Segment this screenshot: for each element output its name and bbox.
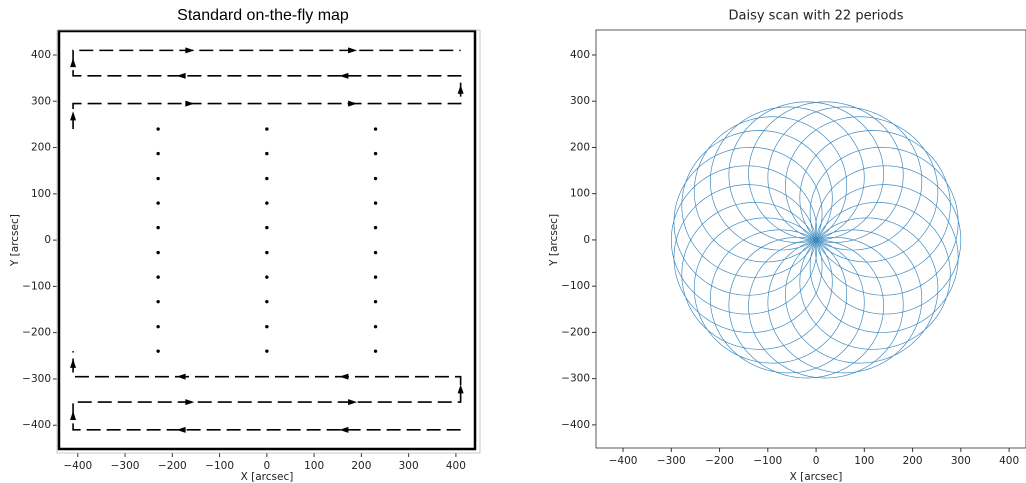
pointing-dot — [373, 127, 378, 131]
chart-title: Standard on-the-fly map — [177, 7, 349, 24]
y-tick-label: −100 — [22, 280, 51, 292]
pointing-dot — [373, 151, 378, 156]
x-tick-label: −100 — [205, 460, 234, 472]
x-tick-label: 400 — [999, 455, 1019, 467]
pointing-dot — [156, 201, 160, 205]
arrow-head — [348, 399, 358, 406]
y-axis-label: Y [arcsec] — [548, 214, 560, 267]
x-tick-label: 0 — [264, 460, 271, 472]
y-tick-label: −200 — [22, 327, 51, 339]
scan-path — [72, 351, 462, 431]
y-axis-label: Y [arcsec] — [9, 214, 21, 267]
arrow-head — [339, 72, 349, 79]
x-tick-label: 200 — [351, 460, 371, 472]
arrow-head — [348, 47, 358, 54]
x-tick-label: 200 — [903, 455, 923, 467]
pointing-dot — [265, 275, 269, 279]
pointing-dot — [156, 299, 160, 304]
x-axis-label: X [arcsec] — [790, 471, 843, 483]
x-tick-label: 300 — [951, 455, 971, 467]
pointing-dot — [265, 151, 269, 156]
x-tick-label: 400 — [446, 460, 466, 472]
pointing-dot — [373, 176, 378, 181]
daisy-curve — [670, 101, 962, 379]
y-tick-label: −300 — [22, 373, 51, 385]
pointing-dot — [265, 324, 269, 329]
arrow-head — [348, 100, 358, 107]
x-tick-label: −100 — [753, 455, 782, 467]
pointing-dot — [373, 324, 378, 329]
pointing-dot — [265, 201, 269, 205]
axes-frame — [56, 29, 481, 454]
pointing-dot — [265, 349, 269, 353]
y-tick-label: −400 — [22, 419, 51, 431]
x-tick-label: −300 — [111, 460, 140, 472]
x-tick-label: −300 — [657, 455, 686, 467]
pointing-dot — [373, 201, 378, 205]
scan-path — [72, 49, 462, 130]
pointing-dot — [373, 349, 378, 353]
y-tick-label: 200 — [570, 141, 590, 153]
pointing-dot — [265, 176, 269, 181]
y-tick-label: 300 — [570, 95, 590, 107]
y-tick-label: 100 — [31, 188, 51, 200]
pointing-dot — [373, 299, 378, 304]
arrow-head — [70, 410, 77, 420]
arrow-head — [176, 72, 186, 79]
pointing-dot — [156, 250, 160, 255]
y-tick-label: 0 — [44, 234, 51, 246]
arrow-head — [339, 426, 349, 433]
y-tick-label: −100 — [561, 280, 590, 292]
arrow-head — [457, 84, 464, 94]
x-tick-label: 100 — [304, 460, 324, 472]
arrow-head — [185, 399, 195, 406]
x-axis-label: X [arcsec] — [241, 471, 294, 483]
x-tick-label: −400 — [609, 455, 638, 467]
x-tick-label: 100 — [854, 455, 874, 467]
y-tick-label: 200 — [31, 142, 51, 154]
pointing-dot — [156, 151, 160, 156]
arrow-head — [176, 373, 186, 380]
y-tick-label: 400 — [570, 49, 590, 61]
x-tick-label: 0 — [813, 455, 820, 467]
y-tick-label: 0 — [583, 234, 590, 246]
pointing-dot — [373, 275, 378, 279]
pointing-dot — [265, 225, 269, 230]
y-tick-label: −300 — [561, 373, 590, 385]
x-tick-label: −400 — [63, 460, 92, 472]
pointing-dot — [265, 127, 269, 131]
pointing-dot — [265, 299, 269, 304]
y-tick-label: 300 — [31, 95, 51, 107]
pointing-dot — [156, 127, 160, 131]
chart-title: Daisy scan with 22 periods — [728, 9, 903, 24]
arrow-head — [457, 384, 464, 394]
arrow-head — [176, 426, 186, 433]
pointing-dot — [156, 349, 160, 353]
pointing-dot — [156, 324, 160, 329]
arrow-head — [185, 47, 195, 54]
pointing-dot — [156, 275, 160, 279]
y-tick-label: 100 — [570, 188, 590, 200]
pointing-dot — [373, 250, 378, 255]
y-tick-label: −200 — [561, 326, 590, 338]
axes-frame — [595, 29, 1026, 449]
frame — [57, 29, 477, 451]
pointing-dot — [373, 225, 378, 230]
arrow-head — [185, 100, 195, 107]
arrow-head — [70, 58, 77, 68]
x-tick-label: −200 — [705, 455, 734, 467]
y-tick-label: 400 — [31, 49, 51, 61]
pointing-dot — [265, 250, 269, 255]
pointing-dot — [156, 176, 160, 181]
arrow-head — [70, 111, 77, 121]
pointing-dot — [156, 225, 160, 230]
arrow-head — [70, 358, 77, 368]
y-tick-label: −400 — [561, 419, 590, 431]
arrow-head — [339, 373, 349, 380]
x-tick-label: 300 — [399, 460, 419, 472]
x-tick-label: −200 — [158, 460, 187, 472]
